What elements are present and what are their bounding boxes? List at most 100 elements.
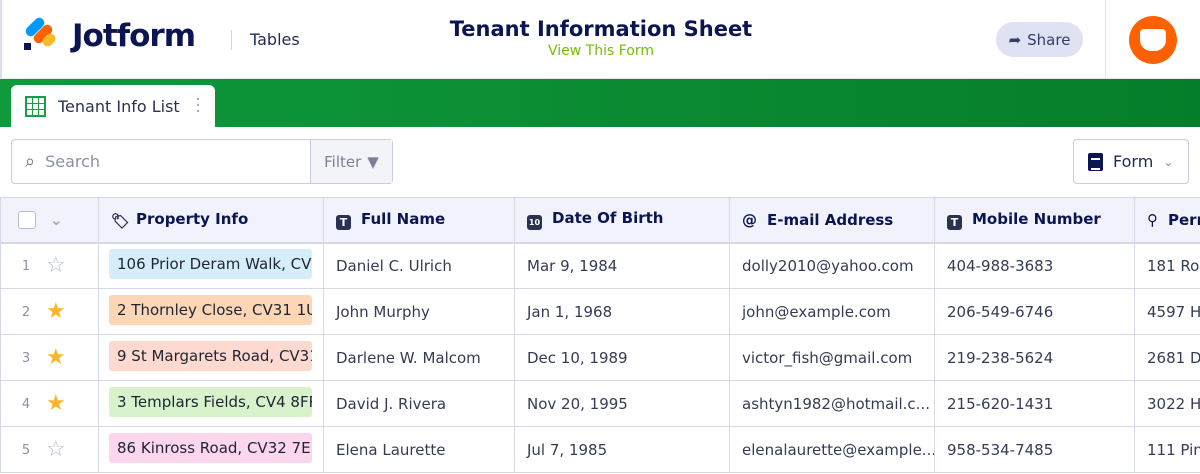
table-row[interactable]: 3 ★ 9 St Margarets Road, CV31 Darlene W. … [0,334,1200,381]
cell-permanent-address[interactable]: 111 Pine [1134,426,1200,473]
cell-permanent-address[interactable]: 181 Rom [1134,242,1200,289]
star-filled-icon[interactable]: ★ [46,345,66,370]
cell-property-info[interactable]: 9 St Margarets Road, CV31 [98,334,324,381]
row-controls: 3 ★ [0,334,99,381]
row-controls: 4 ★ [0,380,99,427]
brand-name: Jotform [72,18,196,54]
view-form-link[interactable]: View This Form [548,43,654,59]
more-options-icon[interactable]: · · · [195,89,201,122]
cell-permanent-address[interactable]: 2681 Du [1134,334,1200,381]
data-table: ⌄ 🏷 Property Info T Full Name 10 Date Of Bi… [0,197,1200,473]
table-row[interactable]: 4 ★ 3 Templars Fields, CV4 8FR David J. R… [0,380,1200,427]
text-icon: T [947,214,962,230]
cell-mobile-number[interactable]: 215-620-1431 [934,380,1135,427]
filter-icon: ▼ [367,152,379,171]
cell-mobile-number[interactable]: 958-534-7485 [934,426,1135,473]
cell-mobile-number[interactable]: 206-549-6746 [934,288,1135,335]
cell-property-info[interactable]: 3 Templars Fields, CV4 8FR [98,380,324,427]
table-icon [25,95,46,117]
property-tag: 106 Prior Deram Walk, CV4 [109,248,312,279]
cell-permanent-address[interactable]: 3022 H [1134,380,1200,427]
at-icon: @ [742,210,757,229]
tag-icon: 🏷 [111,212,131,231]
text-icon: T [336,214,351,230]
column-header-full-name[interactable]: T Full Name [323,197,515,244]
cell-property-info[interactable]: 86 Kinross Road, CV32 7EN [98,426,324,473]
cell-email[interactable]: elenalaurette@example... [729,426,935,473]
cell-property-info[interactable]: 106 Prior Deram Walk, CV4 [98,242,324,289]
row-controls: 2 ★ [0,288,99,335]
share-label: Share [1027,30,1071,49]
row-number: 4 [21,397,31,412]
column-label: E-mail Address [767,210,894,229]
table-header-row: ⌄ 🏷 Property Info T Full Name 10 Date Of Bi… [0,197,1200,244]
cell-property-info[interactable]: 2 Thornley Close, CV31 1UL [98,288,324,335]
cell-full-name[interactable]: Elena Laurette [323,426,515,473]
column-header-permanent-address[interactable]: ⚲ Permanent Address [1134,197,1200,244]
calendar-icon: 10 [527,215,542,231]
tab-bar: Tenant Info List · · · [0,79,1200,127]
cell-email[interactable]: victor_fish@gmail.com [729,334,935,381]
cell-date-of-birth[interactable]: Dec 10, 1989 [514,334,730,381]
cell-full-name[interactable]: John Murphy [323,288,515,335]
star-filled-icon[interactable]: ★ [46,391,66,416]
location-pin-icon: ⚲ [1147,210,1158,229]
cell-email[interactable]: john@example.com [729,288,935,335]
tab-label: Tenant Info List [58,96,180,116]
row-number: 3 [21,351,31,366]
column-label: Mobile Number [972,209,1101,228]
column-label: Date Of Birth [552,209,664,228]
form-button[interactable]: Form ⌄ [1073,139,1189,184]
table-row[interactable]: 2 ★ 2 Thornley Close, CV31 1UL John Murph… [0,288,1200,335]
form-icon [1088,152,1103,171]
property-tag: 3 Templars Fields, CV4 8FR [109,386,312,417]
star-outline-icon[interactable]: ☆ [46,253,66,279]
column-header-email[interactable]: @ E-mail Address [729,197,935,244]
cell-full-name[interactable]: Daniel C. Ulrich [323,242,515,289]
cell-mobile-number[interactable]: 404-988-3683 [934,242,1135,289]
cell-permanent-address[interactable]: 4597 H [1134,288,1200,335]
form-label: Form [1113,152,1154,171]
search-input[interactable]: Search [45,152,101,171]
property-tag: 86 Kinross Road, CV32 7EN [109,432,312,463]
column-header-property-info[interactable]: 🏷 Property Info [98,197,324,244]
row-number: 5 [21,443,31,458]
top-bar: Jotform Tables Tenant Information Sheet … [0,0,1200,79]
filter-button[interactable]: Filter ▼ [310,140,392,183]
cell-mobile-number[interactable]: 219-238-5624 [934,334,1135,381]
row-number: 1 [21,259,31,275]
select-all-checkbox[interactable] [18,211,36,229]
star-filled-icon[interactable]: ★ [46,299,66,324]
tab-tenant-info-list[interactable]: Tenant Info List · · · [11,85,215,127]
avatar[interactable] [1129,16,1177,64]
cell-date-of-birth[interactable]: Mar 9, 1984 [514,242,730,289]
column-header-mobile-number[interactable]: T Mobile Number [934,197,1135,244]
column-label: Full Name [361,209,446,228]
search-icon: ⌕ [25,151,36,172]
select-all-header[interactable]: ⌄ [0,197,99,244]
chevron-down-icon[interactable]: ⌄ [50,210,63,229]
cell-date-of-birth[interactable]: Jan 1, 1968 [514,288,730,335]
cell-full-name[interactable]: David J. Rivera [323,380,515,427]
cell-email[interactable]: ashtyn1982@hotmail.c... [729,380,935,427]
table-row[interactable]: 1 ☆ 106 Prior Deram Walk, CV4 Daniel C. U… [0,242,1200,289]
row-number: 2 [21,305,31,320]
share-icon: ➦ [1008,30,1022,49]
property-tag: 2 Thornley Close, CV31 1UL [109,294,312,325]
product-name[interactable]: Tables [250,30,300,49]
cell-full-name[interactable]: Darlene W. Malcom [323,334,515,381]
share-button[interactable]: ➦ Share [996,22,1083,57]
column-header-date-of-birth[interactable]: 10 Date Of Birth [514,197,730,244]
property-tag: 9 St Margarets Road, CV31 [109,340,312,371]
cell-email[interactable]: dolly2010@yahoo.com [729,242,935,289]
search-box[interactable]: ⌕ Search Filter ▼ [11,139,393,184]
cell-date-of-birth[interactable]: Nov 20, 1995 [514,380,730,427]
jotform-logo[interactable]: Jotform [23,15,196,54]
chevron-down-icon: ⌄ [1163,154,1174,169]
toolbar: ⌕ Search Filter ▼ Form ⌄ [0,127,1200,197]
filter-label: Filter [324,152,362,171]
divider [231,30,232,50]
cell-date-of-birth[interactable]: Jul 7, 1985 [514,426,730,473]
table-row[interactable]: 5 ☆ 86 Kinross Road, CV32 7EN Elena Laure… [0,426,1200,473]
star-outline-icon[interactable]: ☆ [46,437,66,462]
